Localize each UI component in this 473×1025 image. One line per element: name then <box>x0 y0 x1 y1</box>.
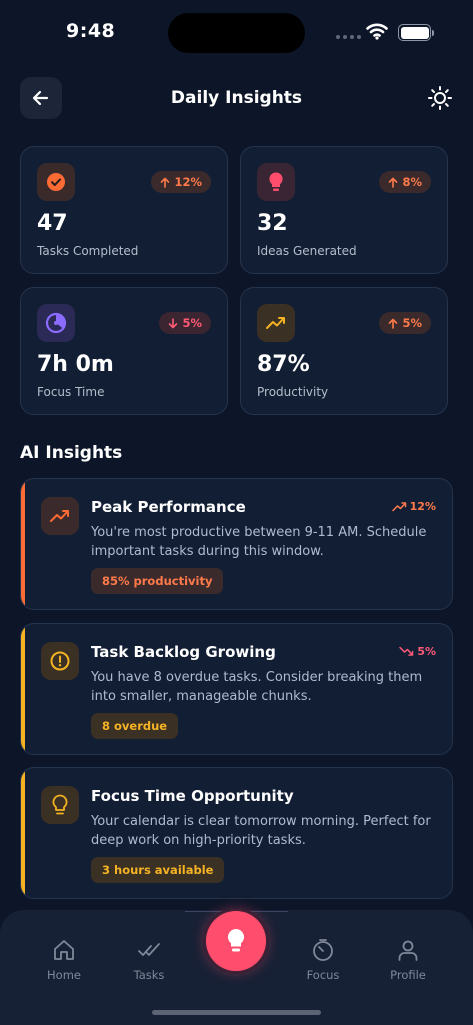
accent-bar <box>21 624 25 754</box>
accent-bar <box>21 479 25 609</box>
stat-icon-container <box>37 163 75 201</box>
arrow-up-icon <box>389 318 398 329</box>
trend-value: 8% <box>402 175 422 189</box>
insight-trend-value: 12% <box>409 500 436 513</box>
stat-card-ideas-generated[interactable]: 8% 32 Ideas Generated <box>240 146 448 274</box>
trend-value: 5% <box>182 316 202 330</box>
arrow-left-icon <box>32 90 49 106</box>
trend-value: 12% <box>174 175 202 189</box>
insight-trend: 5% <box>399 645 436 658</box>
stat-card-focus-time[interactable]: 5% 7h 0m Focus Time <box>20 287 228 415</box>
insight-icon-container <box>41 786 79 824</box>
stat-icon-container <box>37 304 75 342</box>
insight-title: Focus Time Opportunity <box>91 787 294 805</box>
cellular-signal-icon <box>336 35 361 39</box>
insight-description: Your calendar is clear tomorrow morning.… <box>91 814 431 848</box>
stat-value: 7h 0m <box>37 352 114 377</box>
stat-label: Productivity <box>257 385 329 399</box>
trending-up-icon <box>50 510 69 522</box>
stat-icon-container <box>257 304 295 342</box>
insight-card-task-backlog[interactable]: Task Backlog Growing 5% You have 8 overd… <box>20 623 453 755</box>
insight-icon-container <box>41 642 79 680</box>
nav-item-home[interactable]: Home <box>24 938 104 982</box>
home-indicator <box>152 1010 321 1015</box>
nav-item-profile[interactable]: Profile <box>368 938 448 982</box>
timer-icon <box>45 312 67 334</box>
insight-trend-value: 5% <box>417 645 436 658</box>
arrow-up-icon <box>389 177 398 188</box>
stat-card-productivity[interactable]: 5% 87% Productivity <box>240 287 448 415</box>
nav-label: Home <box>47 968 81 982</box>
home-icon <box>54 940 74 960</box>
stat-label: Focus Time <box>37 385 105 399</box>
insight-card-peak-performance[interactable]: Peak Performance 12% You're most product… <box>20 478 453 610</box>
focus-icon <box>313 939 333 961</box>
nav-label: Profile <box>390 968 426 982</box>
stat-value: 32 <box>257 211 288 236</box>
header: Daily Insights <box>0 76 473 120</box>
stat-card-tasks-completed[interactable]: 12% 47 Tasks Completed <box>20 146 228 274</box>
tasks-icon <box>138 943 160 956</box>
lightbulb-icon <box>227 928 245 952</box>
dynamic-island <box>168 13 305 53</box>
arrow-up-icon <box>161 177 170 188</box>
insight-tag: 3 hours available <box>91 857 225 883</box>
check-circle-icon <box>47 173 65 191</box>
insight-card-focus-time-opportunity[interactable]: Focus Time Opportunity Your calendar is … <box>20 767 453 899</box>
theme-toggle-button[interactable] <box>424 82 456 114</box>
page-title: Daily Insights <box>170 88 303 108</box>
insight-icon-container <box>41 497 79 535</box>
insight-title: Task Backlog Growing <box>91 643 276 661</box>
insight-tag: 8 overdue <box>91 713 179 739</box>
trending-up-icon <box>391 502 406 512</box>
stat-value: 87% <box>257 352 310 377</box>
profile-icon <box>398 940 418 961</box>
insight-tag: 85% productivity <box>91 568 224 594</box>
insights-fab-button[interactable] <box>206 911 266 971</box>
alert-circle-icon <box>50 651 70 671</box>
wifi-icon <box>366 22 388 44</box>
section-title: AI Insights <box>20 443 123 463</box>
stat-label: Tasks Completed <box>37 244 139 258</box>
trend-badge: 5% <box>379 312 431 334</box>
trend-badge: 8% <box>379 171 431 193</box>
stat-value: 47 <box>37 211 68 236</box>
nav-label: Tasks <box>133 968 165 982</box>
trending-down-icon <box>399 646 414 656</box>
accent-bar <box>21 768 25 898</box>
lightbulb-icon <box>269 172 283 191</box>
insight-description: You're most productive between 9-11 AM. … <box>91 525 427 559</box>
insight-title: Peak Performance <box>91 498 246 516</box>
insight-trend: 12% <box>391 500 436 513</box>
stat-label: Ideas Generated <box>257 244 357 258</box>
lightbulb-icon <box>52 794 68 815</box>
stat-icon-container <box>257 163 295 201</box>
insight-description: You have 8 overdue tasks. Consider break… <box>91 670 423 704</box>
status-bar: 9:48 <box>0 0 473 64</box>
trend-value: 5% <box>402 316 422 330</box>
nav-item-tasks[interactable]: Tasks <box>109 938 189 982</box>
nav-item-focus[interactable]: Focus <box>283 938 363 982</box>
trend-badge: 12% <box>151 171 211 193</box>
battery-icon <box>398 24 434 41</box>
back-button[interactable] <box>20 77 62 119</box>
trending-up-icon <box>266 317 285 329</box>
nav-label: Focus <box>306 968 340 982</box>
arrow-down-icon <box>169 317 178 328</box>
trend-badge: 5% <box>159 312 211 334</box>
status-time: 9:48 <box>66 20 116 42</box>
sun-icon <box>428 86 452 110</box>
